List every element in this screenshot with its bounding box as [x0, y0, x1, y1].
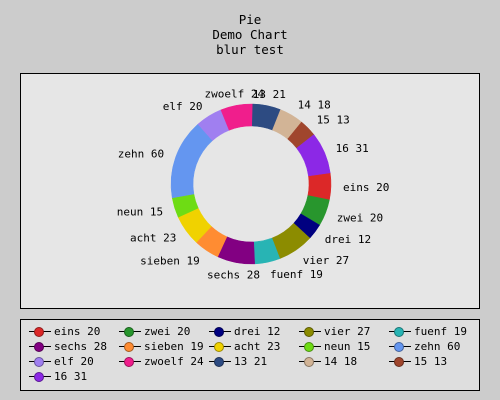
legend-label: zwei 20	[144, 325, 191, 338]
legend-swatch	[209, 341, 231, 353]
slice-label-sechs: sechs 28	[207, 268, 260, 281]
legend-swatch	[389, 341, 411, 353]
legend-label: neun 15	[324, 340, 371, 353]
legend-label: vier 27	[324, 325, 371, 338]
legend-label: zehn 60	[414, 340, 461, 353]
legend-label: drei 12	[234, 325, 281, 338]
legend-swatch	[29, 341, 51, 353]
slice-label-acht: acht 23	[130, 232, 176, 245]
slice-label-vier: vier 27	[303, 254, 349, 267]
legend-label: sieben 19	[144, 340, 204, 353]
legend-swatch	[389, 356, 411, 368]
slice-label-16: 16 31	[336, 142, 369, 155]
slice-label-elf: elf 20	[163, 100, 203, 113]
legend-label: acht 23	[234, 340, 281, 353]
legend-label: elf 20	[54, 355, 94, 368]
legend-swatch	[299, 341, 321, 353]
legend-label: fuenf 19	[414, 325, 467, 338]
legend-swatch	[299, 356, 321, 368]
legend-label: 16 31	[54, 370, 88, 383]
legend-swatch	[29, 371, 51, 383]
pie-slice-eins	[307, 172, 332, 201]
slice-label-neun: neun 15	[117, 205, 163, 218]
legend-swatch	[119, 341, 141, 353]
plot-area: eins 20 zwei 20 drei 12 vier 27 fuenf 19 sech…	[20, 73, 480, 309]
slice-label-zehn: zehn 60	[118, 148, 164, 161]
legend-swatch	[119, 356, 141, 368]
pie-slice-16	[296, 134, 331, 177]
legend-label: eins 20	[54, 325, 101, 338]
legend-label: 14 18	[324, 355, 358, 368]
legend-swatch	[299, 326, 321, 338]
legend-label: 13 21	[234, 355, 268, 368]
legend-label: zwoelf 24	[144, 355, 204, 368]
slice-label-14: 14 18	[298, 99, 331, 112]
slice-label-zwei: zwei 20	[337, 211, 383, 224]
slice-label-fuenf: fuenf 19	[270, 268, 323, 281]
chart-title-line-1: Pie	[238, 12, 262, 27]
legend-swatch	[29, 356, 51, 368]
legend-swatch	[209, 326, 231, 338]
pie-slice-zehn	[170, 123, 213, 199]
chart-title-block: Pie Demo Chart blur test	[0, 12, 500, 57]
slice-label-15: 15 13	[317, 114, 350, 127]
legend-swatch	[29, 326, 51, 338]
slice-label-eins: eins 20	[343, 181, 389, 194]
legend-label: sechs 28	[54, 340, 107, 353]
slice-label-sieben: sieben 19	[140, 254, 200, 267]
slice-label-drei: drei 12	[325, 233, 371, 246]
slice-label-zwoelf: zwoelf 24	[205, 88, 265, 101]
legend-label: 15 13	[414, 355, 448, 368]
legend-swatch	[389, 326, 411, 338]
chart-title-line-3: blur test	[216, 42, 284, 57]
slice-label-13: 13 21	[253, 88, 286, 101]
legend-swatch	[209, 356, 231, 368]
legend-swatch	[119, 326, 141, 338]
chart-title-line-2: Demo Chart	[212, 27, 288, 42]
legend: eins 20 zwei 20 drei 12 vier 27 fuenf 19 sech…	[20, 319, 480, 391]
